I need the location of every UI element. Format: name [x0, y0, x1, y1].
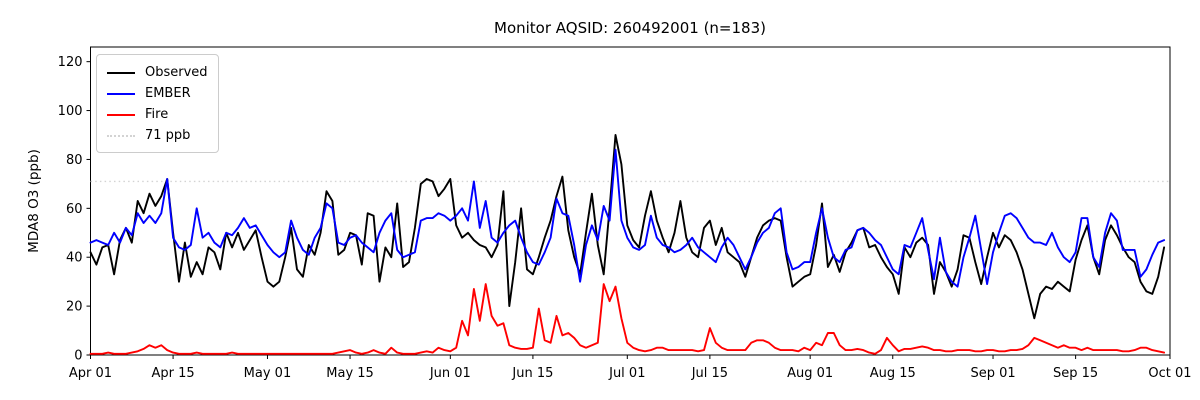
x-tick-label: Aug 01 — [787, 366, 833, 381]
y-tick-label: 0 — [74, 349, 82, 364]
legend-label: 71 ppb — [145, 128, 191, 143]
ember-line — [89, 148, 1166, 288]
ember-line-swatch-icon — [107, 92, 135, 95]
legend-label: EMBER — [145, 86, 191, 101]
legend-item-ember: EMBER — [107, 83, 208, 104]
x-tick-label: Aug 15 — [870, 366, 916, 381]
legend-label: Observed — [145, 65, 208, 80]
legend: Observed EMBER Fire 71 ppb — [96, 54, 219, 153]
y-tick-label: 60 — [66, 202, 83, 217]
x-tick-label: Jun 15 — [511, 366, 553, 381]
x-tick-label: Jul 15 — [691, 366, 728, 381]
fire-line — [89, 283, 1166, 355]
legend-label: Fire — [145, 107, 169, 122]
axes-frame — [90, 46, 1171, 356]
x-tick-label: Sep 01 — [970, 366, 1015, 381]
observed-line — [89, 134, 1166, 320]
y-tick-label: 20 — [66, 300, 83, 315]
x-tick-label: Jun 01 — [429, 366, 471, 381]
legend-item-observed: Observed — [107, 62, 208, 83]
series-lines — [89, 134, 1170, 355]
x-tick-label: Apr 15 — [151, 366, 194, 381]
x-tick-label: May 15 — [326, 366, 374, 381]
x-tick-label: Jul 01 — [608, 366, 645, 381]
threshold-line-swatch-icon — [107, 134, 135, 137]
x-tick-label: Oct 01 — [1148, 366, 1191, 381]
legend-item-fire: Fire — [107, 104, 208, 125]
x-tick-label: Apr 01 — [69, 366, 112, 381]
legend-item-threshold: 71 ppb — [107, 125, 208, 146]
chart-title: Monitor AQSID: 260492001 (n=183) — [494, 19, 766, 37]
observed-line-swatch-icon — [107, 71, 135, 74]
axes: 0 20 40 60 80 100 120 Apr 01 Apr 15 May 01 May 15 J… — [58, 46, 1192, 381]
y-tick-label: 100 — [58, 104, 83, 119]
y-axis-label: MDA8 O3 (ppb) — [26, 149, 42, 253]
fire-line-swatch-icon — [107, 113, 135, 116]
x-tick-label: Sep 15 — [1053, 366, 1098, 381]
y-tick-label: 120 — [58, 55, 83, 70]
x-tick-label: May 01 — [244, 366, 292, 381]
y-tick-label: 40 — [66, 251, 83, 266]
y-tick-label: 80 — [66, 153, 83, 168]
